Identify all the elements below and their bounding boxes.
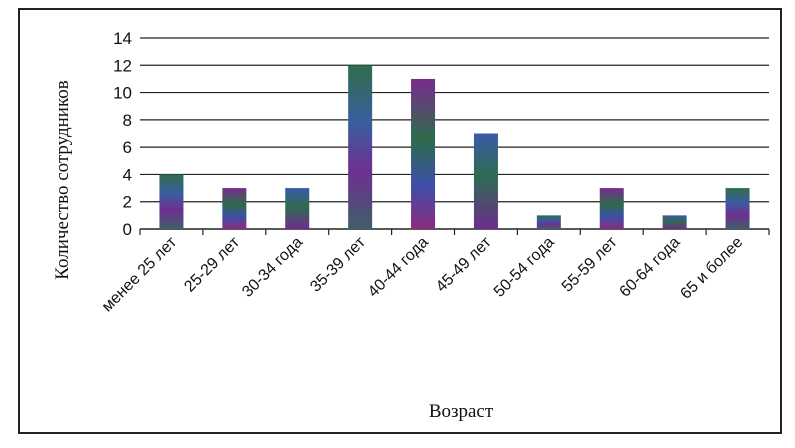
y-axis-ticks: 0 2 4 6 8 10 12 14 [113,29,132,239]
y-axis-title: Количество сотрудников [52,80,73,279]
bar [599,188,624,229]
y-tick-label: 12 [113,56,132,75]
x-tick-label: 25-29 лет [181,233,243,295]
bar [473,133,498,229]
bar [725,188,750,229]
x-tick-label: 45-49 лет [433,233,495,295]
y-tick-label: 6 [123,138,132,157]
y-tick-label: 0 [123,220,132,239]
y-tick-label: 4 [123,165,132,184]
x-tick-label: 65 и более [677,234,746,303]
x-tick-label: 55-59 лет [559,233,621,295]
bars [159,65,750,230]
chart-frame: 0 2 4 6 8 10 12 14 менее 25 лет 25-29 лет 30-34 г… [18,8,782,434]
bar [536,215,561,229]
bar [222,188,247,229]
bar [285,188,310,229]
bar [411,78,436,229]
x-tick-label: 60-64 года [617,234,684,301]
x-tick-label: 50-54 года [491,234,558,301]
x-tick-label: 40-44 года [365,234,432,301]
bar [348,65,373,230]
y-tick-label: 8 [123,111,132,130]
x-tick-label: 30-34 года [239,234,306,301]
x-tick-label: менее 25 лет [99,233,181,315]
y-tick-label: 2 [123,193,132,212]
y-tick-label: 10 [113,84,132,103]
x-axis-title: Возраст [429,401,494,422]
x-tick-label: 35-39 лет [307,233,369,295]
y-tick-label: 14 [113,29,132,48]
bar [662,215,687,229]
bar [159,174,184,229]
